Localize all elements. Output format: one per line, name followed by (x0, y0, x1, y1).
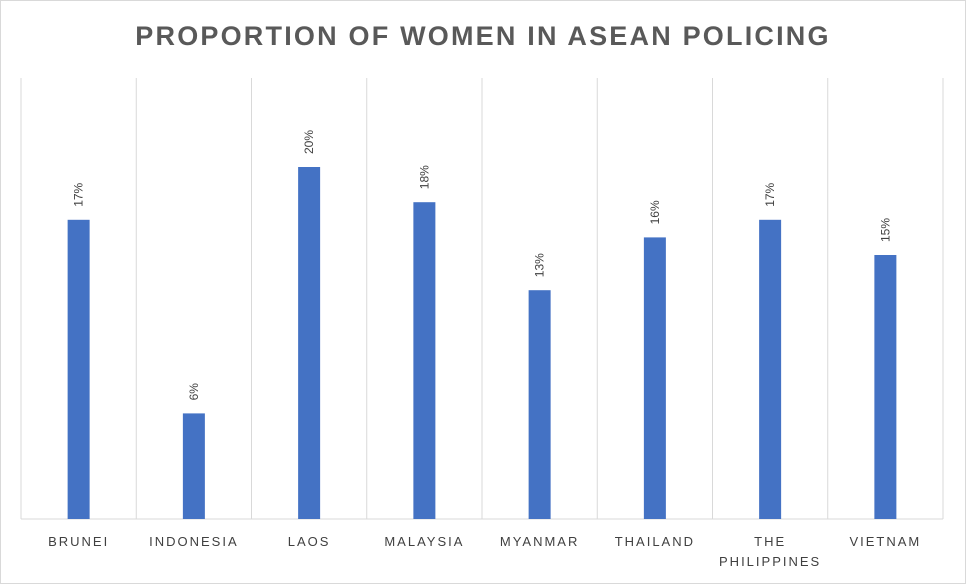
category-labels: BRUNEI INDONESIA LAOS MALAYSIA MYANMAR THAILA… (48, 534, 921, 569)
bar-myanmar (528, 290, 551, 519)
category-label: THE PHILIPPINES (719, 534, 821, 569)
data-label: 13% (533, 253, 547, 277)
bars (67, 167, 897, 520)
bar-indonesia (182, 413, 205, 519)
chart-title: PROPORTION OF WOMEN IN ASEAN POLICING (135, 21, 830, 51)
bar-laos (298, 167, 321, 519)
bar-vietnam (874, 255, 897, 519)
bar-the-philippines (759, 219, 782, 520)
gridlines (20, 78, 944, 520)
bar-brunei (67, 219, 90, 520)
data-label: 18% (417, 165, 431, 189)
category-label: VIETNAM (849, 534, 921, 549)
category-label: LAOS (288, 534, 331, 549)
data-labels: 17% 6% 20% 18% 13% 16% 17% 15% (72, 130, 893, 401)
data-label: 17% (763, 182, 777, 206)
category-label: BRUNEI (48, 534, 109, 549)
data-label: 17% (72, 182, 86, 206)
category-label: INDONESIA (149, 534, 239, 549)
category-label: THAILAND (615, 534, 695, 549)
category-label: MALAYSIA (384, 534, 464, 549)
data-label: 6% (187, 383, 201, 401)
data-label: 15% (878, 218, 892, 242)
bar-thailand (643, 237, 666, 519)
data-label: 16% (648, 200, 662, 224)
bar-malaysia (413, 202, 436, 519)
category-label: MYANMAR (500, 534, 579, 549)
data-label: 20% (302, 130, 316, 154)
